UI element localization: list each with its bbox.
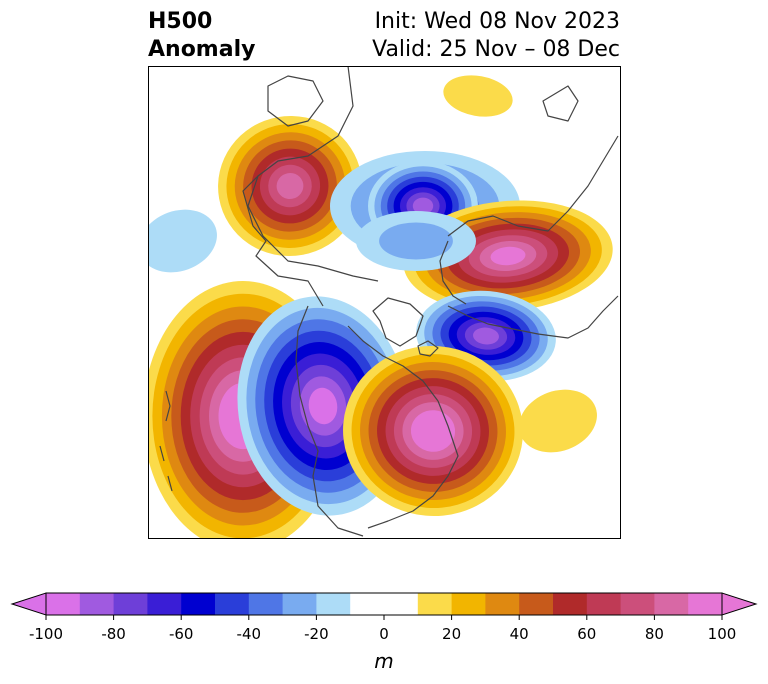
colorbar-cells [10,592,758,616]
positive-anomaly-contour [490,246,526,266]
colorbar-cell [79,593,115,615]
colorbar-cell [384,593,419,615]
colorbar-cell [215,593,250,615]
colorbar-cell [519,593,554,615]
positive-anomaly-contour [419,418,447,444]
coastline-path [242,175,324,307]
coastline-path [295,305,364,537]
negative-anomaly-contour [308,387,338,425]
title-line-2: Anomaly [148,37,256,62]
colorbar-cell [451,593,486,615]
colorbar-tick-label: 40 [510,625,529,643]
anomaly-field [148,75,613,539]
colorbar: -100 -80 -60 -40 -20 0 20 40 60 80 100 m [10,592,758,673]
coastline-path [542,85,579,122]
coastline-path [372,297,424,347]
colorbar-tick-label: -40 [237,625,262,643]
colorbar-cell [113,593,148,615]
colorbar-cell [46,593,81,615]
coastline-path [447,295,619,339]
positive-anomaly-contour [443,75,513,117]
colorbar-tick-label: -60 [169,625,194,643]
title-line-1: H500 [148,9,213,34]
colorbar-cell [654,593,689,615]
colorbar-tick-label: 20 [442,625,461,643]
map-title: H500 Anomaly [148,8,255,64]
colorbar-tick-label: 100 [708,625,737,643]
colorbar-extend-low [10,592,47,616]
colorbar-cell [586,593,622,615]
coastlines [159,66,619,537]
colorbar-cell [316,593,351,615]
colorbar-cell [553,593,588,615]
anomaly-map [148,66,621,539]
negative-anomaly-contour [412,197,434,215]
colorbar-tick-label: 60 [577,625,596,643]
coastline-path [159,390,173,492]
colorbar-tick-label: -80 [101,625,126,643]
colorbar-cell [282,593,317,615]
colorbar-tick-label: -20 [304,625,329,643]
init-date: Init: Wed 08 Nov 2023 [374,9,620,34]
coastline-path [367,400,459,529]
negative-anomaly-contour [379,222,453,260]
colorbar-cell [620,593,655,615]
coastline-path [447,135,619,237]
coastline-path [347,325,439,402]
colorbar-extend-high [721,592,758,616]
negative-anomaly-contour [473,327,499,345]
colorbar-ticks: -100 -80 -60 -40 -20 0 20 40 60 80 100 [29,615,736,643]
colorbar-cell [350,593,385,615]
colorbar-cell [147,593,182,615]
colorbar-cell [181,593,216,615]
colorbar-cell [688,593,723,615]
colorbar-cell [485,593,520,615]
coastline-path [417,340,439,357]
colorbar-unit: m [374,649,393,673]
negative-anomaly-contour [148,209,217,273]
map-frame [148,66,621,539]
positive-anomaly-contour [276,172,304,200]
coastline-path [439,240,467,305]
forecast-dates: Init: Wed 08 Nov 2023 Valid: 25 Nov – 08… [372,8,620,64]
colorbar-tick-label: -100 [29,625,63,643]
colorbar-cell [417,593,453,615]
coastline-path [267,75,324,127]
colorbar-cell [248,593,284,615]
coastline-path [247,66,379,282]
colorbar-tick-label: 0 [379,625,389,643]
valid-range: Valid: 25 Nov – 08 Dec [372,37,620,62]
colorbar-tick-label: 80 [645,625,664,643]
positive-anomaly-contour [519,389,597,453]
